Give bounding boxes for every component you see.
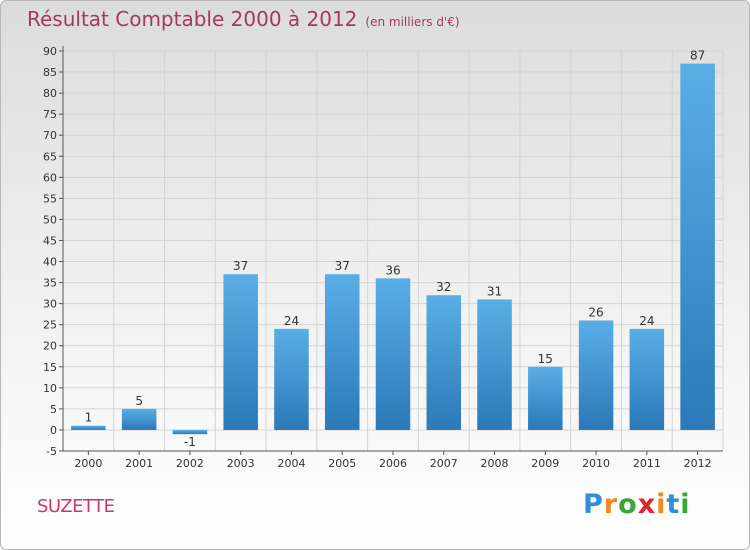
chart-title-text: Résultat Comptable 2000 à 2012 <box>27 7 358 31</box>
y-tick-label: 10 <box>43 382 57 395</box>
bar-2009 <box>528 366 563 430</box>
chart-subtitle: (en milliers d'€) <box>365 15 460 29</box>
logo-letter: i <box>656 489 667 520</box>
y-tick-label: 85 <box>43 66 57 79</box>
y-tick-label: 40 <box>43 256 57 269</box>
y-tick-label: 55 <box>43 192 57 205</box>
data-label: 37 <box>335 259 350 273</box>
y-tick-label: 35 <box>43 277 57 290</box>
y-tick-label: 80 <box>43 87 57 100</box>
x-tick-label: 2001 <box>125 457 153 470</box>
y-tick-label: 70 <box>43 129 57 142</box>
x-tick-label: 2010 <box>582 457 610 470</box>
data-label: 24 <box>284 314 299 328</box>
y-tick-label: 65 <box>43 150 57 163</box>
x-tick-label: 2000 <box>74 457 102 470</box>
bar-2004 <box>274 328 309 430</box>
x-tick-label: 2002 <box>176 457 204 470</box>
logo-letter: x <box>637 489 657 520</box>
x-tick-label: 2007 <box>430 457 458 470</box>
x-tick-label: 2008 <box>481 457 509 470</box>
data-label: 24 <box>639 314 654 328</box>
bar-2006 <box>375 278 411 430</box>
y-tick-label: 30 <box>43 298 57 311</box>
data-label: 87 <box>690 49 705 63</box>
bar-2001 <box>121 408 157 430</box>
y-tick-label: 15 <box>43 361 57 374</box>
bar-2000 <box>71 425 106 430</box>
data-label: 31 <box>487 284 502 298</box>
y-tick-label: 25 <box>43 319 57 332</box>
x-tick-label: 2005 <box>328 457 356 470</box>
data-label: -1 <box>184 435 196 449</box>
data-label: 5 <box>135 394 143 408</box>
bar-2005 <box>324 274 360 430</box>
y-tick-label: 45 <box>43 234 57 247</box>
y-tick-label: 5 <box>50 403 57 416</box>
data-label: 15 <box>538 352 553 366</box>
bar-2002 <box>172 429 208 435</box>
bar-2003 <box>223 274 258 430</box>
bar-2010 <box>578 320 614 430</box>
x-tick-label: 2009 <box>531 457 559 470</box>
logo-letter: o <box>618 489 638 520</box>
chart-title: Résultat Comptable 2000 à 2012 (en millie… <box>27 7 460 31</box>
y-tick-label: 90 <box>43 45 57 58</box>
bar-2008 <box>477 299 512 430</box>
logo-letter: P <box>583 489 604 520</box>
data-label: 26 <box>588 305 603 319</box>
y-tick-label: -5 <box>46 445 57 458</box>
data-label: 36 <box>385 263 400 277</box>
x-tick-label: 2003 <box>227 457 255 470</box>
data-label: 1 <box>85 411 93 425</box>
logo-letter: i <box>680 489 691 520</box>
commune-name: SUZETTE <box>37 496 115 517</box>
logo-letter: r <box>603 489 619 520</box>
proxiti-logo: Proxiti <box>583 489 691 520</box>
data-label: 37 <box>233 259 248 273</box>
bar-2011 <box>629 328 665 430</box>
y-tick-label: 20 <box>43 340 57 353</box>
axes: -505101520253035404550556065707580859020… <box>43 45 723 470</box>
y-tick-label: 0 <box>50 424 57 437</box>
y-tick-label: 50 <box>43 213 57 226</box>
x-tick-label: 2011 <box>633 457 661 470</box>
data-label: 32 <box>436 280 451 294</box>
y-tick-label: 75 <box>43 108 57 121</box>
bar-2012 <box>680 63 715 430</box>
logo-letter: t <box>666 489 681 520</box>
bar-2007 <box>426 295 462 430</box>
x-tick-label: 2006 <box>379 457 407 470</box>
x-tick-label: 2004 <box>277 457 305 470</box>
x-tick-label: 2012 <box>684 457 712 470</box>
bars <box>71 63 715 435</box>
y-tick-label: 60 <box>43 171 57 184</box>
